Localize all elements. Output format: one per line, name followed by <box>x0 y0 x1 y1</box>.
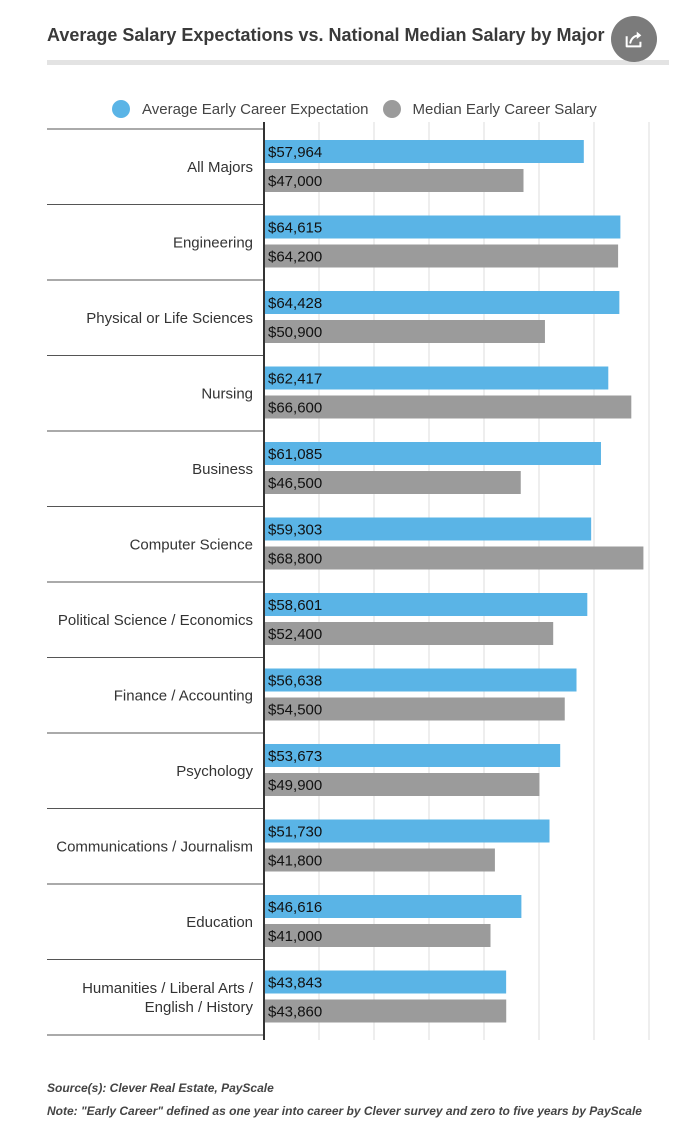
bar-expectation <box>265 517 592 541</box>
data-label-median: $43,860 <box>268 1004 322 1021</box>
bar-expectation <box>265 819 550 843</box>
data-label-expectation: $61,085 <box>268 446 322 463</box>
category-label: Nursing <box>201 385 253 402</box>
bar-median <box>265 999 507 1023</box>
bar-expectation <box>265 140 584 163</box>
definition-note: Note: "Early Career" defined as one year… <box>47 1104 642 1118</box>
bar-chart: All Majors $57,964 $47,000 Engineering $64,6… <box>47 122 650 1040</box>
bar-expectation <box>265 442 601 465</box>
bar-median <box>265 924 491 947</box>
title-divider <box>47 60 669 65</box>
data-label-median: $49,900 <box>268 777 322 794</box>
data-label-expectation: $64,428 <box>268 295 322 312</box>
data-label-median: $66,600 <box>268 400 322 417</box>
data-label-median: $68,800 <box>268 551 322 568</box>
legend-label-median: Median Early Career Salary <box>412 100 597 118</box>
bar-median <box>265 169 524 192</box>
chart-title: Average Salary Expectations vs. National… <box>47 25 605 45</box>
bar-median <box>265 471 521 494</box>
data-label-median: $41,000 <box>268 928 322 945</box>
category-label: Psychology <box>176 763 253 780</box>
data-label-expectation: $62,417 <box>268 371 322 388</box>
category-label: Humanities / Liberal Arts / <box>82 980 254 997</box>
data-label-median: $50,900 <box>268 324 322 341</box>
category-label: Communications / Journalism <box>56 838 253 855</box>
share-button[interactable] <box>611 16 657 62</box>
data-label-median: $47,000 <box>268 173 322 190</box>
category-label: All Majors <box>187 159 253 176</box>
data-label-expectation: $53,673 <box>268 748 322 765</box>
bar-expectation <box>265 970 507 994</box>
category-label: Education <box>186 914 253 931</box>
bar-median <box>265 320 545 343</box>
source-note: Source(s): Clever Real Estate, PayScale <box>47 1081 274 1095</box>
legend-item-expectation[interactable]: Average Early Career Expectation <box>112 100 369 118</box>
data-label-expectation: $57,964 <box>268 144 322 161</box>
category-label: Business <box>192 461 253 478</box>
data-label-median: $46,500 <box>268 475 322 492</box>
bar-median <box>265 773 540 796</box>
category-label: Engineering <box>173 234 253 251</box>
category-label: English / History <box>145 999 254 1016</box>
bar-median <box>265 244 619 268</box>
legend-label-expectation: Average Early Career Expectation <box>142 100 369 118</box>
data-label-expectation: $64,615 <box>268 220 322 237</box>
bar-median <box>265 546 644 570</box>
legend-swatch-expectation <box>112 100 130 118</box>
bar-median <box>265 697 565 721</box>
bar-median <box>265 848 495 872</box>
category-label: Computer Science <box>130 536 253 553</box>
data-label-expectation: $43,843 <box>268 975 322 992</box>
bar-expectation <box>265 291 620 314</box>
bar-expectation <box>265 215 621 239</box>
legend-swatch-median <box>382 100 401 118</box>
data-label-expectation: $59,303 <box>268 522 322 539</box>
bar-expectation <box>265 668 577 692</box>
category-label: Political Science / Economics <box>58 612 253 629</box>
bar-median <box>265 622 554 645</box>
data-label-expectation: $51,730 <box>268 824 322 841</box>
bar-expectation <box>265 366 609 390</box>
category-label: Physical or Life Sciences <box>86 310 253 327</box>
data-label-expectation: $56,638 <box>268 673 322 690</box>
bar-median <box>265 395 632 419</box>
data-label-expectation: $58,601 <box>268 597 322 614</box>
data-label-median: $52,400 <box>268 626 322 643</box>
data-label-median: $64,200 <box>268 249 322 266</box>
data-label-expectation: $46,616 <box>268 899 322 916</box>
share-icon <box>625 31 642 48</box>
category-label: Finance / Accounting <box>114 687 253 704</box>
legend-item-median[interactable]: Median Early Career Salary <box>382 100 597 118</box>
chart-legend: Average Early Career Expectation Median … <box>112 100 611 118</box>
bar-expectation <box>265 744 561 767</box>
bar-expectation <box>265 593 588 616</box>
data-label-median: $41,800 <box>268 853 322 870</box>
bar-expectation <box>265 895 522 918</box>
data-label-median: $54,500 <box>268 702 322 719</box>
